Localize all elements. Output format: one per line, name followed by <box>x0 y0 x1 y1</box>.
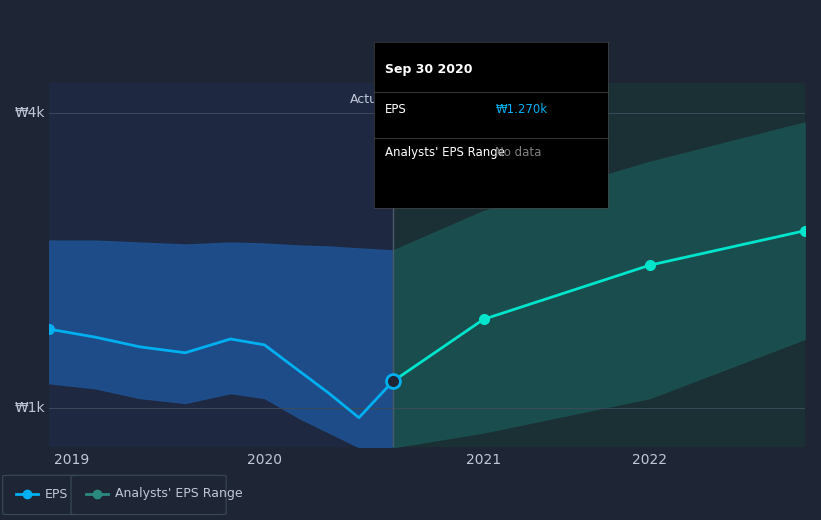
Text: ₩1k: ₩1k <box>15 401 45 415</box>
Text: No data: No data <box>495 147 542 160</box>
Text: EPS: EPS <box>385 103 407 116</box>
Bar <box>393 83 805 447</box>
Text: Analysts' EPS Range: Analysts' EPS Range <box>385 147 505 160</box>
Text: 2020: 2020 <box>247 453 282 467</box>
Text: Sep 30 2020: Sep 30 2020 <box>385 63 473 76</box>
Text: Actual: Actual <box>350 93 389 106</box>
Text: ₩1.270k: ₩1.270k <box>495 103 548 116</box>
Text: 2019: 2019 <box>54 453 89 467</box>
Text: EPS: EPS <box>45 488 68 500</box>
FancyBboxPatch shape <box>71 475 227 515</box>
Text: 2022: 2022 <box>632 453 667 467</box>
Text: Analysts' EPS Range: Analysts' EPS Range <box>115 488 243 500</box>
Text: ₩4k: ₩4k <box>15 106 45 120</box>
FancyBboxPatch shape <box>2 475 80 515</box>
Text: 2021: 2021 <box>466 453 501 467</box>
Text: Analysts Forecasts: Analysts Forecasts <box>397 93 513 106</box>
Bar <box>49 83 393 447</box>
